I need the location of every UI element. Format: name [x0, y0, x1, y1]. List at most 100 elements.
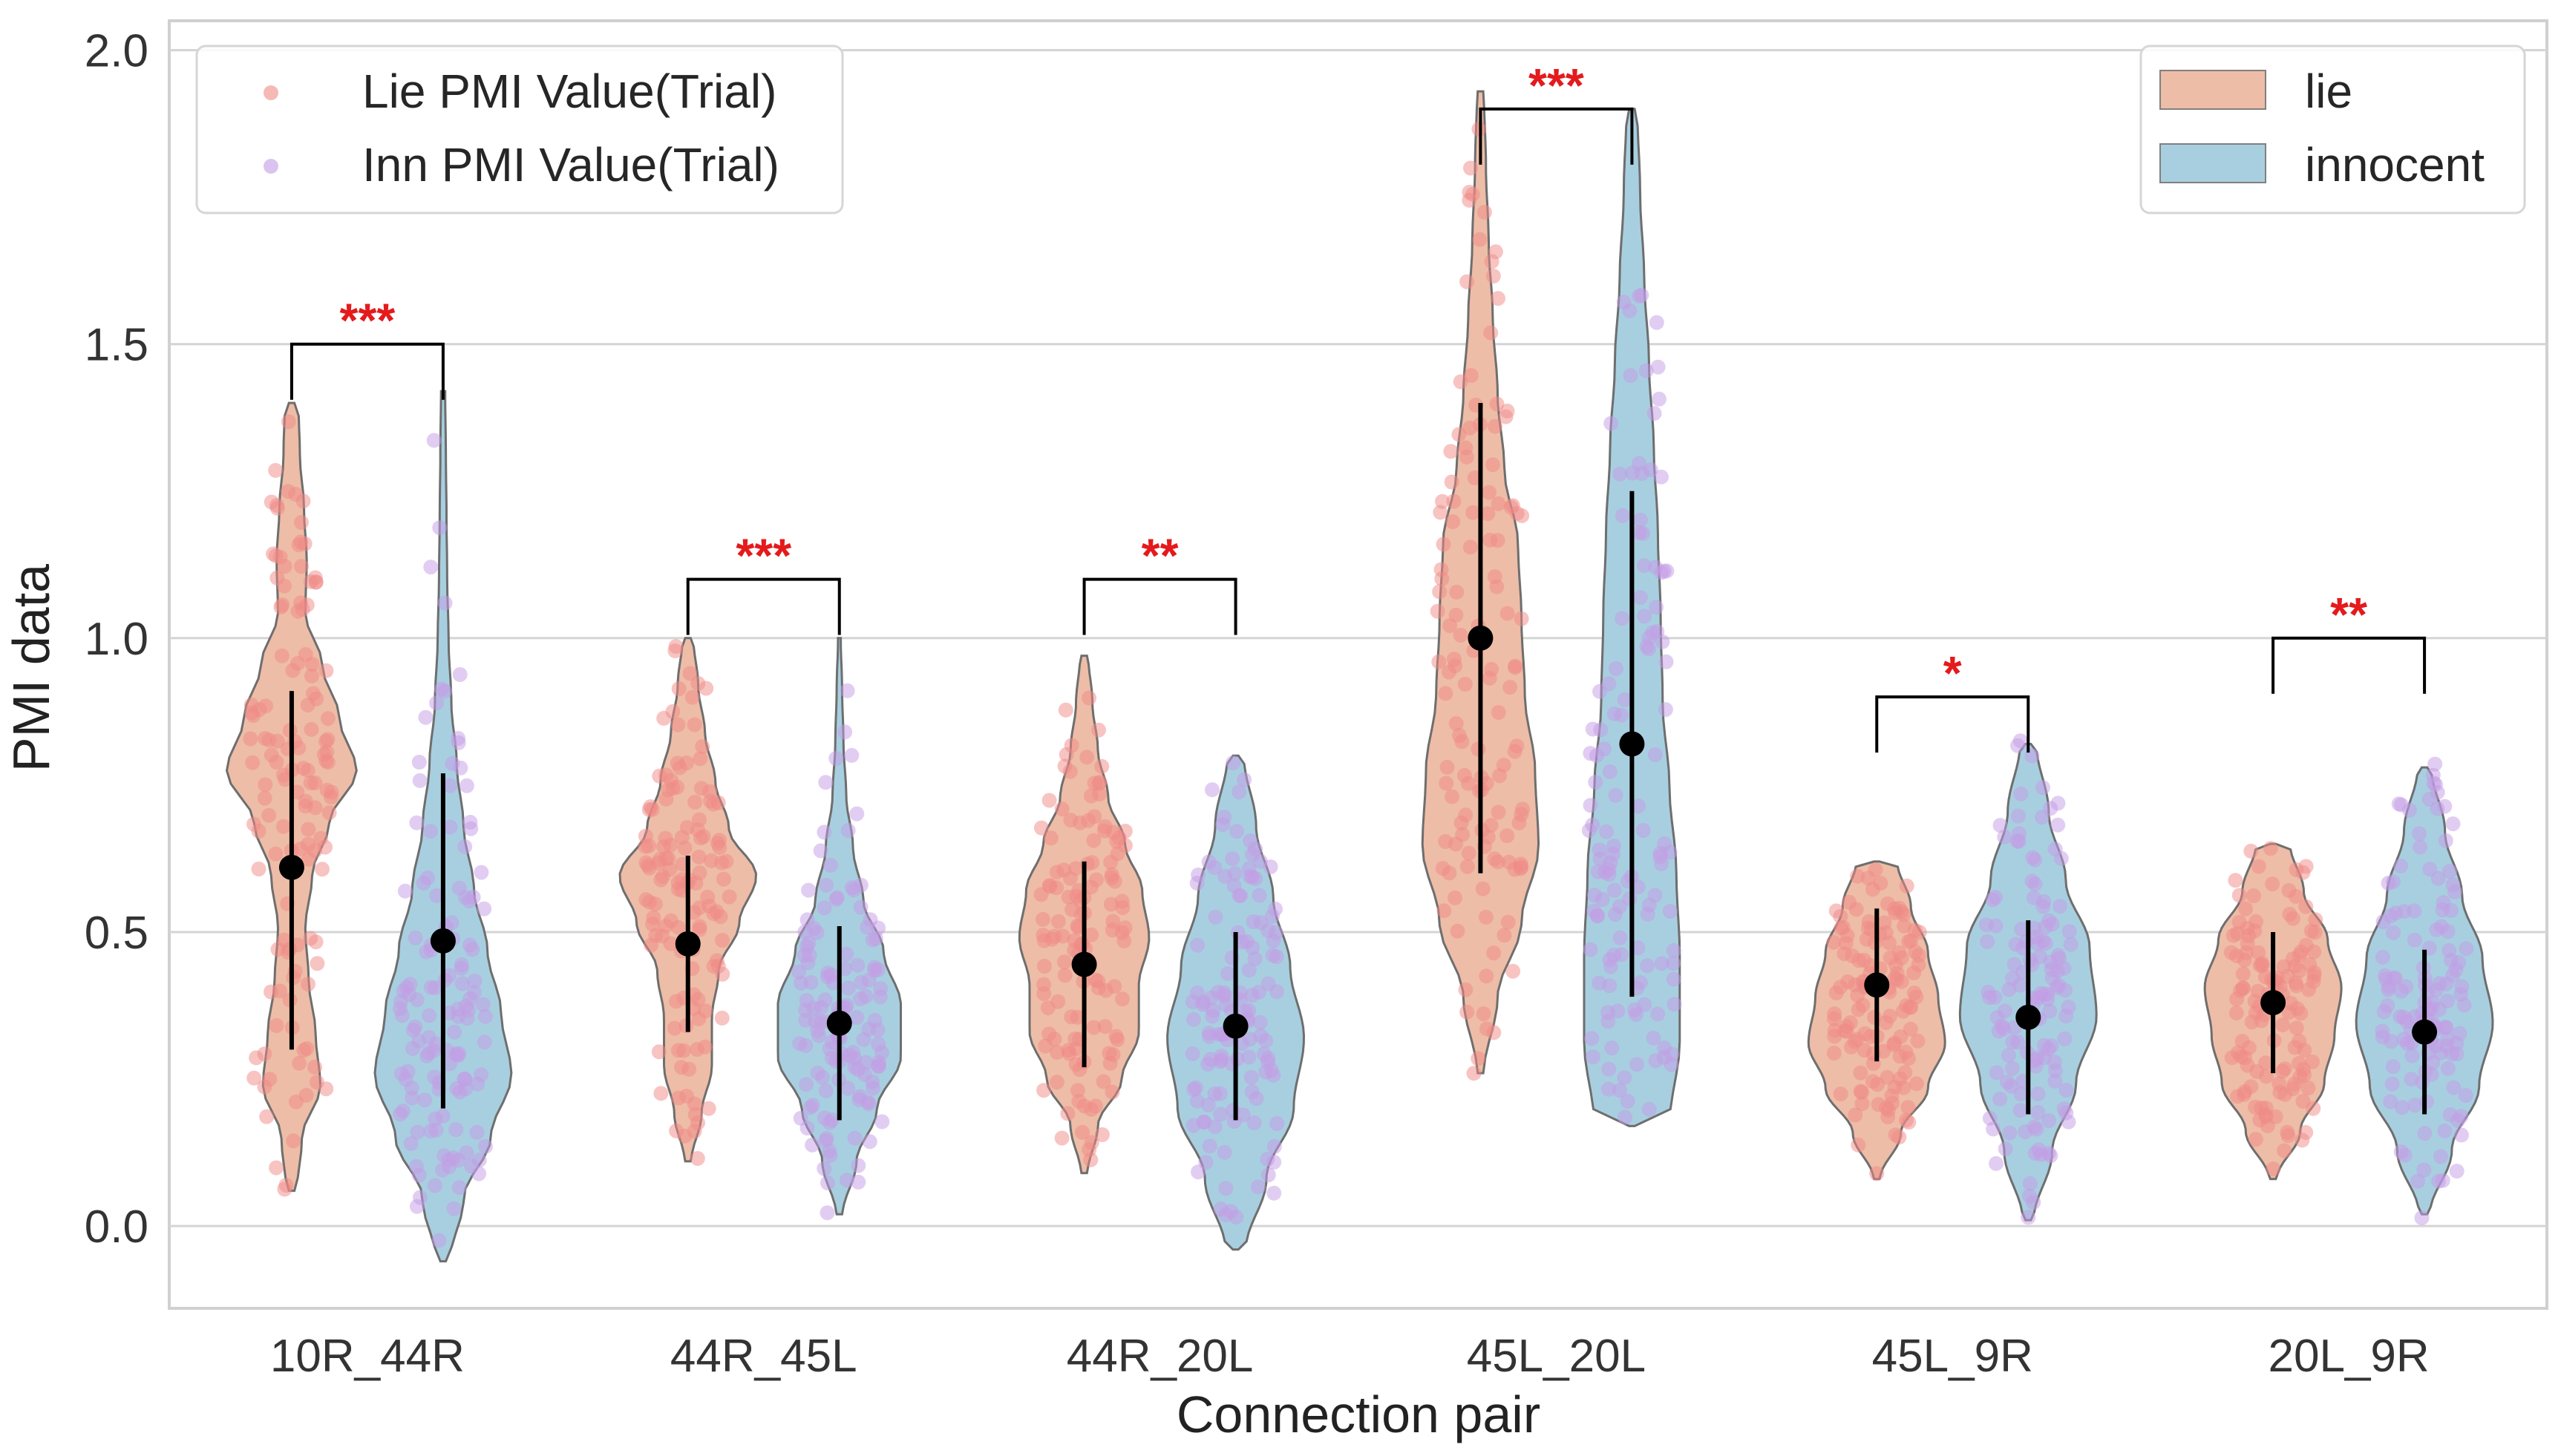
data-point-innocent — [2395, 1100, 2410, 1115]
data-point-lie — [1861, 914, 1877, 929]
data-point-innocent — [448, 1122, 464, 1138]
data-point-innocent — [393, 1106, 408, 1122]
data-point-innocent — [1667, 997, 1682, 1012]
data-point-innocent — [474, 865, 489, 880]
data-point-innocent — [1637, 997, 1652, 1012]
data-point-innocent — [1606, 706, 1622, 721]
data-point-lie — [1843, 1039, 1859, 1055]
data-point-lie — [652, 768, 667, 784]
data-point-lie — [1836, 946, 1852, 962]
data-point-lie — [1444, 474, 1459, 490]
data-point-innocent — [2056, 1101, 2072, 1117]
data-point-lie — [1499, 606, 1515, 621]
data-point-innocent — [817, 1161, 832, 1176]
data-point-lie — [1033, 820, 1049, 836]
data-point-lie — [1049, 1075, 1064, 1090]
data-point-innocent — [1583, 798, 1598, 813]
mean-marker-lie-44R_20L — [1071, 951, 1097, 977]
data-point-innocent — [2022, 1175, 2038, 1191]
data-point-lie — [2223, 945, 2239, 960]
data-point-innocent — [435, 1108, 451, 1124]
data-point-innocent — [791, 964, 807, 980]
data-point-lie — [2243, 1079, 2259, 1095]
data-point-lie — [2292, 1034, 2307, 1049]
data-point-innocent — [817, 900, 832, 916]
data-point-lie — [1094, 1127, 1110, 1142]
y-axis-title: PMI data — [2, 564, 60, 772]
data-point-lie — [1088, 872, 1104, 888]
mean-marker-lie-10R_44R — [278, 854, 304, 880]
data-point-lie — [1480, 506, 1496, 522]
data-point-innocent — [1631, 798, 1646, 814]
data-point-lie — [1489, 579, 1505, 594]
data-point-innocent — [2386, 925, 2401, 940]
data-point-innocent — [1650, 1006, 1666, 1022]
data-point-lie — [687, 795, 703, 810]
data-point-innocent — [459, 778, 474, 793]
data-point-innocent — [2044, 1038, 2059, 1054]
data-point-innocent — [1213, 1106, 1229, 1122]
data-point-innocent — [2035, 780, 2050, 796]
data-point-innocent — [454, 976, 470, 991]
data-point-innocent — [2393, 858, 2409, 873]
data-point-innocent — [423, 1124, 439, 1139]
data-point-innocent — [1592, 975, 1607, 991]
data-point-lie — [1448, 607, 1464, 623]
data-point-innocent — [809, 925, 825, 940]
data-point-innocent — [2417, 1126, 2433, 1141]
data-point-innocent — [861, 1021, 877, 1037]
data-point-lie — [2231, 888, 2247, 903]
data-point-lie — [320, 711, 336, 727]
data-point-lie — [1488, 244, 1503, 260]
data-point-lie — [261, 807, 277, 823]
data-point-lie — [684, 689, 700, 705]
data-point-innocent — [2449, 1164, 2464, 1179]
legend-inn-point-label: Inn PMI Value(Trial) — [362, 138, 779, 191]
data-point-lie — [715, 933, 730, 948]
data-point-innocent — [1586, 1049, 1601, 1065]
data-point-lie — [246, 1070, 262, 1086]
data-point-innocent — [2061, 1114, 2076, 1129]
data-point-lie — [1458, 982, 1474, 997]
data-point-lie — [2305, 1054, 2320, 1069]
data-point-innocent — [1217, 868, 1233, 884]
data-point-innocent — [2401, 802, 2417, 818]
data-point-lie — [1882, 935, 1897, 951]
data-point-innocent — [2431, 1173, 2447, 1189]
data-point-lie — [2258, 1101, 2274, 1116]
data-point-innocent — [418, 709, 434, 725]
data-point-innocent — [2047, 1055, 2062, 1070]
data-point-innocent — [2445, 816, 2461, 832]
data-point-innocent — [1590, 908, 1606, 924]
data-point-lie — [1515, 801, 1530, 817]
data-point-innocent — [1202, 1138, 1217, 1154]
data-point-innocent — [2376, 1004, 2392, 1020]
data-point-lie — [2228, 1006, 2244, 1021]
data-point-innocent — [1205, 782, 1220, 798]
data-point-innocent — [1246, 914, 1261, 929]
data-point-lie — [308, 574, 324, 590]
data-point-innocent — [862, 1134, 877, 1150]
data-point-innocent — [1649, 600, 1664, 615]
data-point-lie — [1042, 878, 1057, 893]
data-point-lie — [1462, 420, 1478, 436]
data-point-innocent — [1638, 363, 1654, 378]
data-point-innocent — [1609, 661, 1623, 676]
data-point-lie — [1056, 954, 1072, 970]
data-point-innocent — [2454, 979, 2470, 994]
data-point-innocent — [1641, 641, 1656, 657]
data-point-lie — [1455, 827, 1471, 842]
data-point-lie — [1901, 1115, 1917, 1130]
data-point-lie — [1476, 205, 1492, 220]
data-point-lie — [1438, 834, 1453, 849]
data-point-innocent — [448, 1046, 464, 1062]
data-point-innocent — [1266, 1139, 1282, 1154]
data-point-innocent — [445, 755, 460, 771]
data-point-lie — [651, 1044, 667, 1060]
data-point-innocent — [1612, 930, 1628, 945]
significance-label: *** — [736, 529, 791, 583]
data-point-innocent — [469, 1124, 485, 1140]
data-point-innocent — [420, 870, 435, 885]
data-point-innocent — [839, 946, 854, 962]
